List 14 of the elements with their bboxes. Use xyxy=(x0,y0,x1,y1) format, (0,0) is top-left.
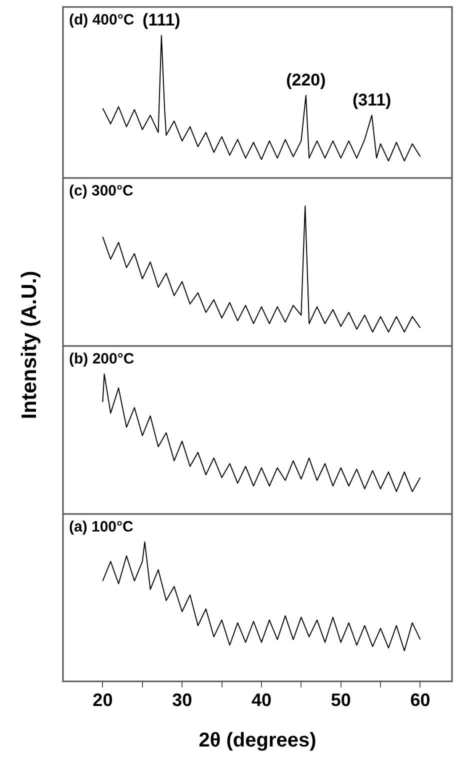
x-tick-label: 50 xyxy=(330,690,351,710)
chart-title: (a) 100°C xyxy=(69,518,134,536)
annotation: (220) xyxy=(286,70,326,90)
x-tick-label: 20 xyxy=(92,690,113,710)
chart-title: (c) 300°C xyxy=(69,182,134,200)
annotation: (111) xyxy=(142,10,180,30)
x-tick-label: 30 xyxy=(172,690,192,710)
annotation: (311) xyxy=(352,90,392,110)
x-tick-label: 60 xyxy=(410,690,430,710)
x-axis-title: 2θ (degrees) xyxy=(198,730,316,752)
y-axis-title: Intensity (A.U.) xyxy=(18,270,42,420)
chart-title: (d) 400°C xyxy=(69,12,134,29)
chart-title: (b) 200°C xyxy=(69,350,134,368)
x-tick-label: 40 xyxy=(251,690,272,710)
